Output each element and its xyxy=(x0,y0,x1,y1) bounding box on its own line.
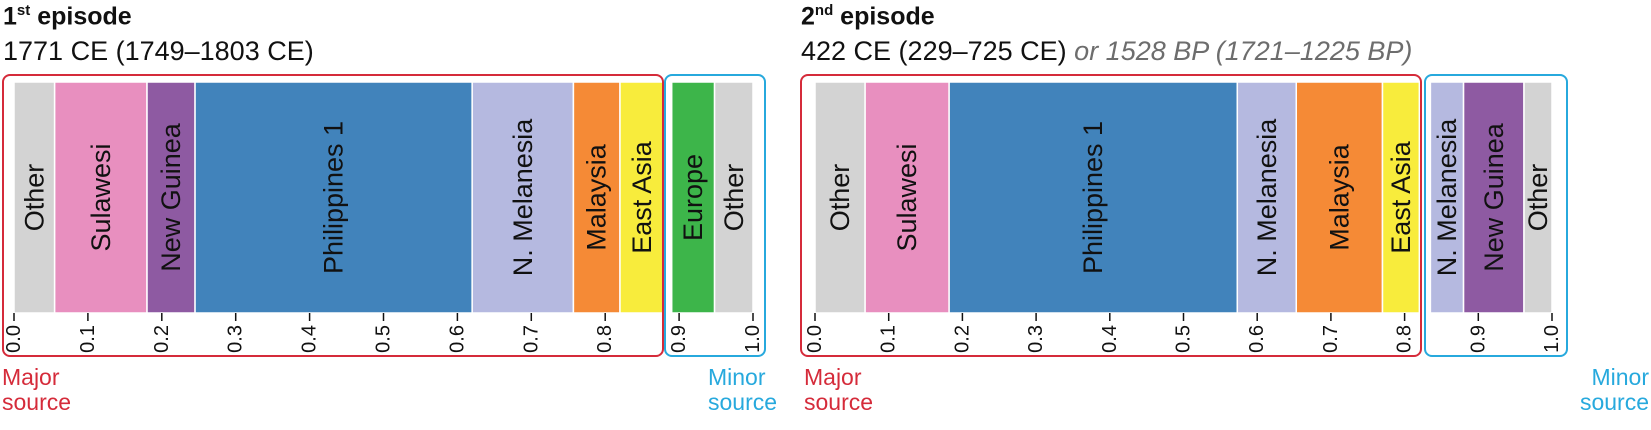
segment-label: N. Melanesia xyxy=(1252,118,1282,277)
bar-segment xyxy=(13,81,56,314)
title-text: episode xyxy=(833,2,935,31)
bar-segment xyxy=(471,81,575,314)
admixture-chart: Other Sulawesi Philippines 1 N. Melanesia Ma… xyxy=(800,74,1568,357)
tick-label: 0.5 xyxy=(373,325,395,353)
major-label-line: source xyxy=(804,389,874,415)
episode-panel-2: 2nd episode 422 CE (229–725 CE) or 1528 … xyxy=(798,0,1651,430)
minor-source-box xyxy=(1424,74,1568,357)
tick-label: 0.7 xyxy=(1320,325,1342,353)
title-suffix: nd xyxy=(814,2,834,19)
segment-label: Malaysia xyxy=(582,143,612,251)
major-source-label: Major source xyxy=(2,365,71,415)
tick-label: 0.8 xyxy=(1394,325,1416,353)
segment-label: Malaysia xyxy=(1324,143,1354,251)
bar-segment xyxy=(572,81,621,314)
date-ce: 422 CE (229–725 CE) xyxy=(801,36,1075,66)
segment-label: N. Melanesia xyxy=(508,118,538,277)
major-label-line: source xyxy=(2,389,72,415)
tick-label: 0.9 xyxy=(668,325,690,353)
minor-source-label: Minor source xyxy=(708,365,777,415)
tick-label: 1.0 xyxy=(1541,325,1563,353)
title-text: episode xyxy=(30,2,132,31)
title-number: 1 xyxy=(3,2,17,31)
tick-label: 0.6 xyxy=(1246,325,1268,353)
tick-label: 0.7 xyxy=(520,325,542,353)
tick-label: 0.3 xyxy=(225,325,247,353)
bar-segment xyxy=(814,81,866,314)
segment-label: Other xyxy=(1523,164,1553,232)
bar-segment xyxy=(1236,81,1298,314)
major-source-label: Major source xyxy=(804,365,873,415)
panel-title: 1st episode xyxy=(3,2,132,31)
segment-label: Philippines 1 xyxy=(319,121,349,274)
bar-segment xyxy=(1295,81,1384,314)
tick-label: 0.1 xyxy=(77,325,99,353)
tick-label: 0.3 xyxy=(1025,325,1047,353)
bar-segment xyxy=(1429,81,1465,314)
segment-label: Other xyxy=(719,164,749,232)
admixture-chart: Other Sulawesi New Guinea Philippines 1 N. M… xyxy=(2,74,766,357)
tick-label: 0.0 xyxy=(804,325,826,353)
episode-panel-1: 1st episode 1771 CE (1749–1803 CE) Other… xyxy=(0,0,820,430)
segment-label: New Guinea xyxy=(156,122,186,272)
major-label-line: Major xyxy=(2,364,60,390)
bar-segment xyxy=(53,81,148,314)
minor-label-line: Minor xyxy=(708,364,766,390)
tick-label: 0.2 xyxy=(151,325,173,353)
segment-label: N. Melanesia xyxy=(1432,118,1462,277)
segment-label: Philippines 1 xyxy=(1078,121,1108,274)
date-estimate: 1771 CE (1749–1803 CE) xyxy=(3,36,314,67)
bar-segment xyxy=(1381,81,1421,314)
minor-source-label: Minor source xyxy=(1569,365,1649,415)
tick-label: 0.6 xyxy=(446,325,468,353)
major-source-box xyxy=(800,74,1422,357)
segment-label: Other xyxy=(19,164,49,232)
bar-segment xyxy=(864,81,950,314)
tick-label: 0.4 xyxy=(1099,325,1121,353)
bar-segment xyxy=(1523,81,1553,314)
bar-segment xyxy=(670,81,716,314)
tick-label: 0.8 xyxy=(594,325,616,353)
segment-label: Sulawesi xyxy=(86,143,116,251)
segment-label: New Guinea xyxy=(1479,122,1509,272)
minor-label-line: source xyxy=(708,389,778,415)
tick-label: 0.9 xyxy=(1467,325,1489,353)
bar-segment xyxy=(194,81,473,314)
minor-label-line: source xyxy=(1579,389,1649,415)
segment-label: Europe xyxy=(678,154,708,241)
date-estimate: 422 CE (229–725 CE) or 1528 BP (1721–122… xyxy=(801,36,1412,67)
bar-segment xyxy=(948,81,1239,314)
bar-segment xyxy=(1462,81,1525,314)
segment-label: Sulawesi xyxy=(892,143,922,251)
major-label-line: Major xyxy=(804,364,862,390)
tick-label: 0.1 xyxy=(878,325,900,353)
tick-label: 0.4 xyxy=(299,325,321,353)
bar-segment xyxy=(713,81,754,314)
title-suffix: st xyxy=(16,2,31,19)
date-bp: or 1528 BP (1721–1225 BP) xyxy=(1074,36,1413,66)
minor-label-line: Minor xyxy=(1591,364,1649,390)
segment-label: East Asia xyxy=(1386,140,1416,254)
tick-label: 1.0 xyxy=(742,325,764,353)
tick-label: 0.2 xyxy=(951,325,973,353)
tick-label: 0.5 xyxy=(1173,325,1195,353)
panel-title: 2nd episode xyxy=(801,2,935,31)
title-number: 2 xyxy=(801,2,815,31)
segment-label: Other xyxy=(825,164,855,232)
date-ce: 1771 CE (1749–1803 CE) xyxy=(3,36,314,66)
major-source-box xyxy=(2,74,664,357)
minor-source-box xyxy=(664,74,766,357)
segment-label: East Asia xyxy=(627,140,657,254)
tick-label: 0.0 xyxy=(3,325,25,353)
